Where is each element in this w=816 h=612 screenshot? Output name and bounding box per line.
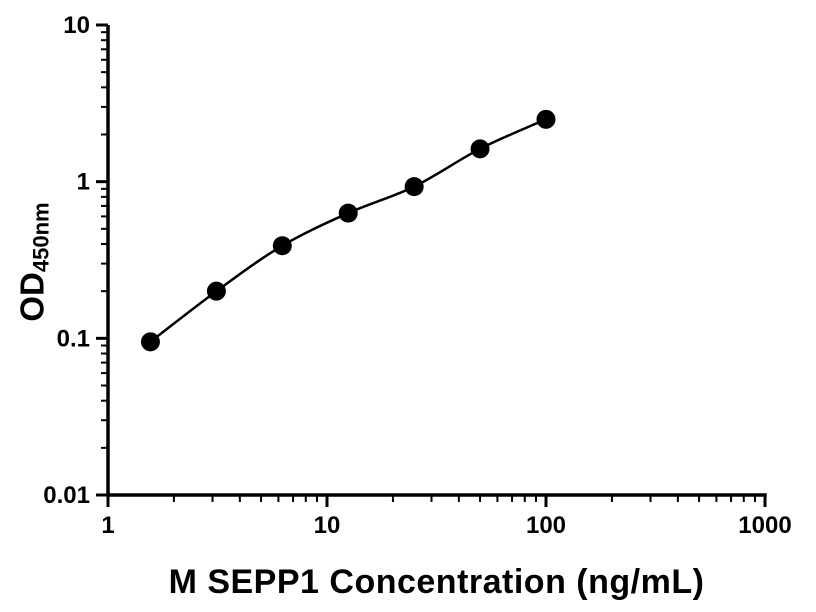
data-point — [470, 139, 490, 159]
y-tick-label: 1 — [77, 169, 90, 196]
y-tick-label: 10 — [63, 12, 90, 39]
data-point — [272, 236, 292, 256]
data-point — [404, 177, 424, 197]
y-axis-title: OD450nm — [14, 202, 55, 321]
y-axis-title-subscript: 450nm — [28, 202, 54, 273]
y-tick-label: 0.1 — [57, 325, 90, 352]
x-tick-label: 10 — [314, 512, 341, 539]
x-tick-label: 1000 — [738, 512, 791, 539]
data-point — [140, 332, 160, 352]
y-tick-label: 0.01 — [43, 482, 90, 509]
x-tick-label: 100 — [526, 512, 566, 539]
y-axis-title-main: OD — [13, 272, 51, 322]
data-point — [338, 203, 358, 223]
data-point — [536, 109, 556, 129]
x-tick-label: 1 — [101, 512, 114, 539]
x-axis-title: M SEPP1 Concentration (ng/mL) — [168, 563, 705, 601]
data-point — [206, 281, 226, 301]
